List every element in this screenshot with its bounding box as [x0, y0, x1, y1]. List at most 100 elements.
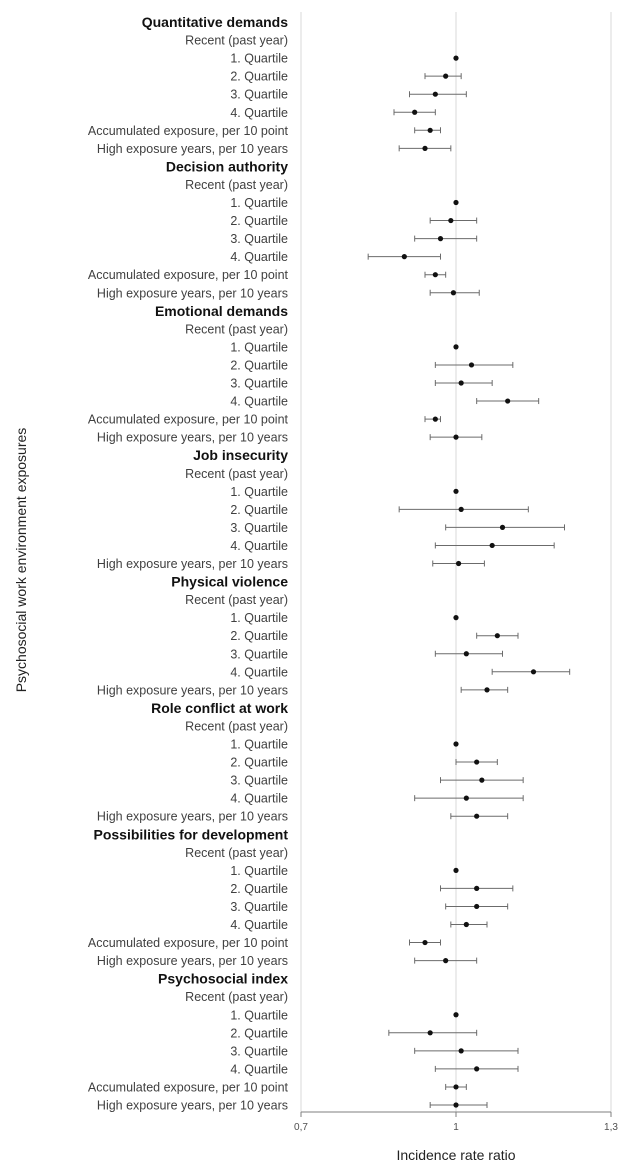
group-title: Role conflict at work: [151, 700, 288, 716]
estimate-point: [463, 921, 469, 928]
row-label: 3. Quartile: [230, 647, 288, 661]
estimate-point: [453, 867, 459, 873]
x-tick-label: 1,3: [604, 1122, 618, 1133]
estimate-point: [453, 615, 459, 621]
group-subtitle: Recent (past year): [185, 593, 288, 607]
estimate-point: [494, 633, 500, 639]
row-label: 2. Quartile: [230, 503, 288, 517]
row-label: Accumulated exposure, per 10 point: [88, 124, 289, 138]
row-label: High exposure years, per 10 years: [97, 142, 288, 156]
row-label: Accumulated exposure, per 10 point: [88, 268, 289, 282]
estimate-point: [453, 1012, 459, 1018]
estimate-point: [530, 669, 537, 675]
row-label: 3. Quartile: [230, 900, 288, 914]
estimate-point: [453, 199, 459, 206]
row-label: 3. Quartile: [230, 1044, 288, 1058]
estimate-point: [468, 362, 475, 368]
estimate-point: [443, 73, 449, 79]
row-label: 2. Quartile: [230, 629, 288, 643]
estimate-point: [437, 236, 444, 242]
row-label: 4. Quartile: [230, 1062, 288, 1076]
row-label: 1. Quartile: [230, 340, 288, 354]
y-axis-title: Psychosocial work environment exposures: [13, 428, 29, 693]
group-title: Physical violence: [171, 574, 288, 590]
row-label: 4. Quartile: [230, 250, 288, 264]
row-label: 2. Quartile: [230, 358, 288, 372]
estimate-point: [453, 55, 459, 61]
estimate-point: [448, 217, 454, 224]
estimate-point: [458, 380, 464, 386]
gridlines: [300, 12, 612, 1112]
x-axis: 0,7 1 1,3: [294, 1111, 618, 1133]
estimate-point: [412, 109, 418, 115]
row-label: 3. Quartile: [230, 774, 288, 788]
estimate-point: [427, 1030, 433, 1036]
estimate-point: [455, 560, 462, 567]
row-label: 1. Quartile: [230, 611, 288, 625]
row-label: Accumulated exposure, per 10 point: [88, 936, 289, 950]
row-label: 1. Quartile: [230, 196, 288, 210]
x-tick-label: 1: [453, 1122, 459, 1133]
estimate-point: [453, 488, 459, 494]
estimate-point: [427, 127, 433, 133]
row-label: 1. Quartile: [230, 52, 288, 66]
group-subtitle: Recent (past year): [185, 178, 288, 192]
estimate-point: [422, 145, 428, 151]
estimate-point: [443, 958, 449, 964]
estimate-point: [401, 254, 407, 260]
estimate-point: [499, 524, 506, 531]
estimate-point: [474, 885, 480, 892]
row-label: High exposure years, per 10 years: [97, 557, 288, 571]
row-label: 2. Quartile: [230, 70, 288, 84]
estimate-point: [474, 759, 480, 765]
group-title: Psychosocial index: [158, 971, 288, 987]
row-label: 3. Quartile: [230, 232, 288, 246]
row-label: 4. Quartile: [230, 539, 288, 553]
row-label: 4. Quartile: [230, 395, 288, 409]
row-label: 4. Quartile: [230, 106, 288, 120]
group-subtitle: Recent (past year): [185, 846, 288, 860]
estimate-point: [453, 1084, 459, 1090]
row-label: 3. Quartile: [230, 377, 288, 391]
row-label: 3. Quartile: [230, 521, 288, 535]
estimate-point: [474, 1066, 480, 1072]
estimate-point: [453, 434, 459, 440]
row-label: 2. Quartile: [230, 756, 288, 770]
estimate-point: [458, 506, 464, 512]
estimate-point: [453, 741, 459, 747]
estimate-point: [453, 1102, 459, 1108]
group-subtitle: Recent (past year): [185, 467, 288, 481]
row-labels: Quantitative demands Recent (past year) 1.…: [88, 14, 289, 1113]
row-label: 3. Quartile: [230, 88, 288, 102]
x-axis-title: Incidence rate ratio: [396, 1147, 515, 1163]
group-title: Possibilities for development: [94, 826, 289, 842]
row-label: 2. Quartile: [230, 214, 288, 228]
estimate-point: [432, 416, 438, 422]
row-label: Accumulated exposure, per 10 point: [88, 413, 289, 427]
row-label: Accumulated exposure, per 10 point: [88, 1080, 289, 1094]
row-label: 1. Quartile: [230, 485, 288, 499]
row-label: High exposure years, per 10 years: [97, 1099, 288, 1113]
row-label: 1. Quartile: [230, 864, 288, 878]
group-title: Emotional demands: [155, 303, 288, 319]
estimate-point: [463, 651, 469, 657]
estimate-point: [474, 903, 480, 910]
estimate-point: [432, 272, 438, 278]
estimate-point: [450, 290, 457, 296]
row-label: High exposure years, per 10 years: [97, 810, 288, 824]
group-subtitle: Recent (past year): [185, 990, 288, 1004]
row-label: 2. Quartile: [230, 882, 288, 896]
row-label: High exposure years, per 10 years: [97, 431, 288, 445]
row-label: High exposure years, per 10 years: [97, 683, 288, 697]
estimate-point: [458, 1048, 464, 1054]
row-label: 4. Quartile: [230, 918, 288, 932]
group-title: Quantitative demands: [142, 14, 288, 30]
estimate-point: [484, 687, 490, 693]
row-label: High exposure years, per 10 years: [97, 286, 288, 300]
row-label: 4. Quartile: [230, 665, 288, 679]
estimate-point: [422, 939, 428, 946]
estimate-point: [489, 542, 495, 549]
group-title: Job insecurity: [193, 447, 288, 463]
row-label: 2. Quartile: [230, 1026, 288, 1040]
